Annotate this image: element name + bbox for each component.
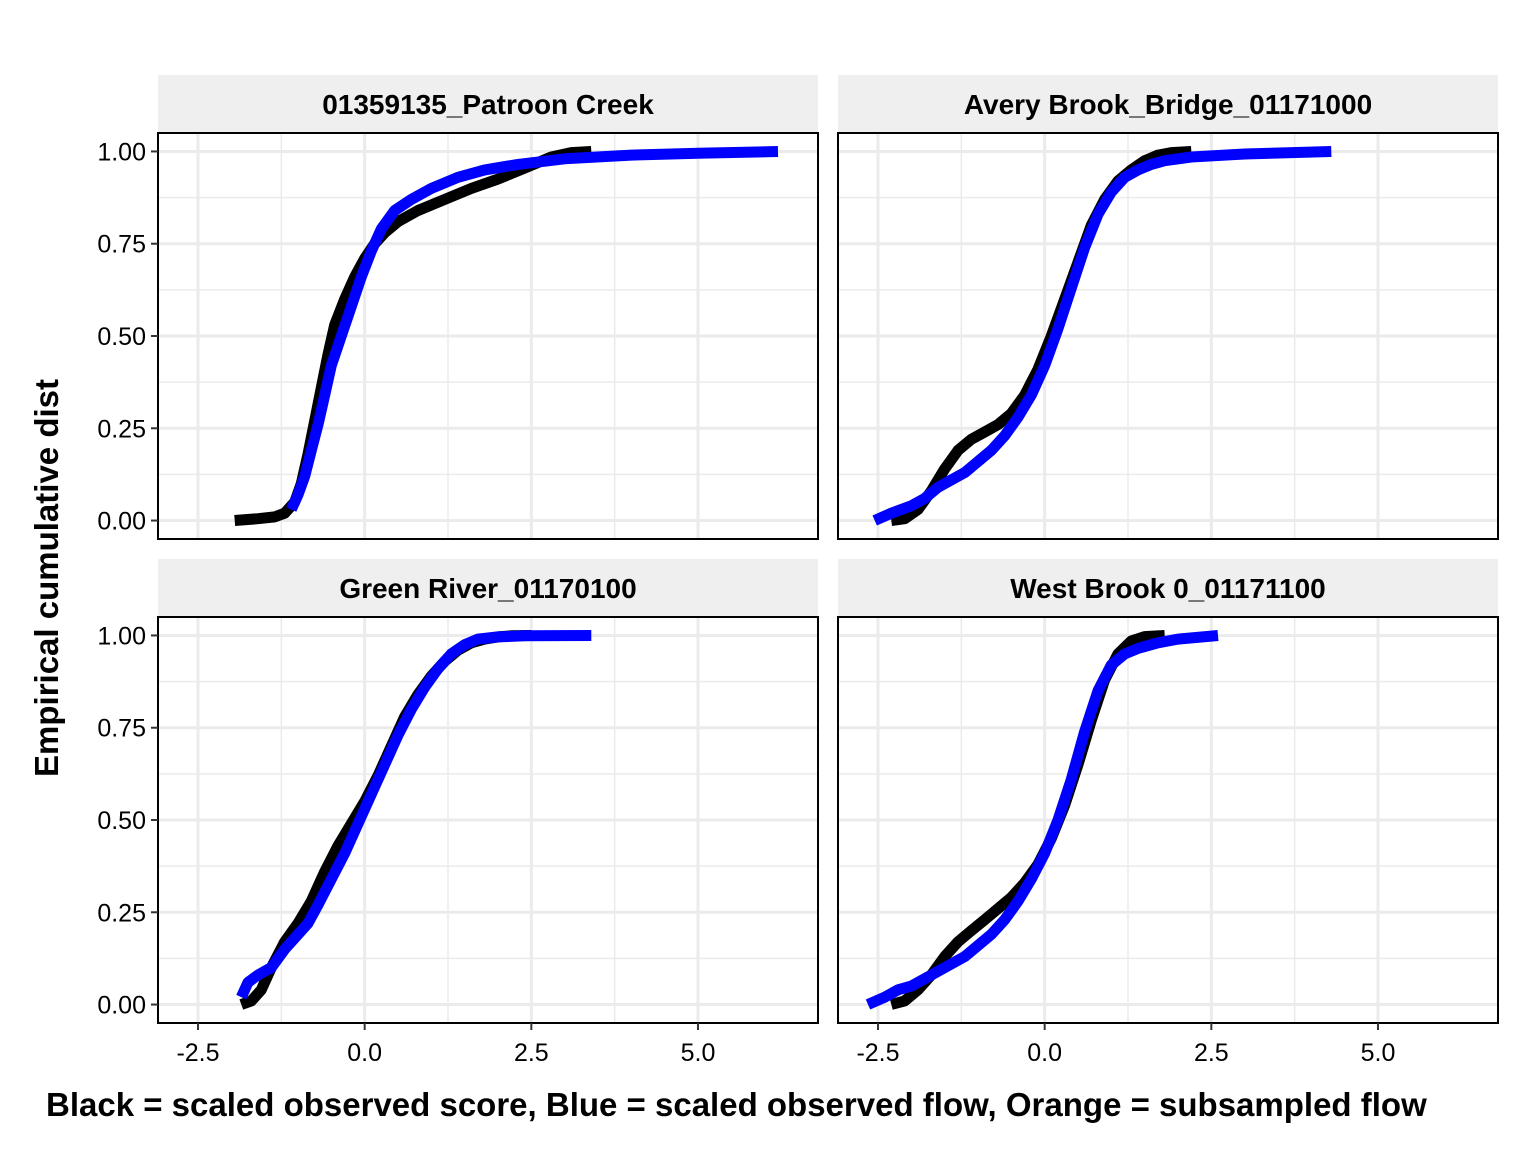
panel-border <box>837 132 1499 540</box>
facet-strip <box>158 559 818 617</box>
y-tick-label: 0.75 <box>97 231 146 259</box>
x-tick-label: 5.0 <box>681 1039 716 1067</box>
x-tick-label: 0.0 <box>347 1039 382 1067</box>
facet-panel-2: Avery Brook_Bridge_01171000 <box>837 75 1499 540</box>
series-line-flow <box>286 146 779 512</box>
facet-title: Avery Brook_Bridge_01171000 <box>964 89 1372 120</box>
x-tick-label: 2.5 <box>1194 1039 1229 1067</box>
y-tick-label: 0.75 <box>97 715 146 743</box>
y-tick-label: 0.50 <box>97 323 146 351</box>
facet-title: West Brook 0_01171100 <box>1010 573 1325 604</box>
panel-border <box>837 616 1499 1024</box>
facet-strip <box>158 75 818 133</box>
facet-strip <box>838 75 1498 133</box>
facet-title: 01359135_Patroon Creek <box>322 89 654 120</box>
series-line-flow <box>872 146 1332 526</box>
x-tick-label: 0.0 <box>1027 1039 1062 1067</box>
y-axis-title: Empirical cumulative dist <box>28 379 65 777</box>
x-tick-label: 2.5 <box>514 1039 549 1067</box>
x-tick-label: -2.5 <box>856 1039 899 1067</box>
y-tick-label: 0.50 <box>97 807 146 835</box>
y-tick-label: 0.25 <box>97 899 146 927</box>
y-tick-label: 0.25 <box>97 415 146 443</box>
series-line-flow <box>865 630 1219 1010</box>
y-tick-label: 1.00 <box>97 622 146 650</box>
facet-panel-4: West Brook 0_01171100 -2.5 0.0 2.5 5.0 <box>837 559 1499 1067</box>
x-tick-label: 5.0 <box>1361 1039 1396 1067</box>
facet-strip <box>838 559 1498 617</box>
facet-panel-3: Green River_01170100 0.00 0.25 0.50 0.75 1.00… <box>97 559 819 1067</box>
facet-panel-1: 01359135_Patroon Creek 0.00 0.25 0.50 0.75 1.… <box>97 75 819 540</box>
x-tick-label: -2.5 <box>176 1039 219 1067</box>
y-tick-label: 0.00 <box>97 508 146 536</box>
series-line-flow <box>236 630 592 1000</box>
y-tick-label: 1.00 <box>97 138 146 166</box>
facet-title: Green River_01170100 <box>339 573 636 604</box>
y-tick-label: 0.00 <box>97 992 146 1020</box>
x-axis-title: Black = scaled observed score, Blue = sc… <box>46 1086 1427 1123</box>
